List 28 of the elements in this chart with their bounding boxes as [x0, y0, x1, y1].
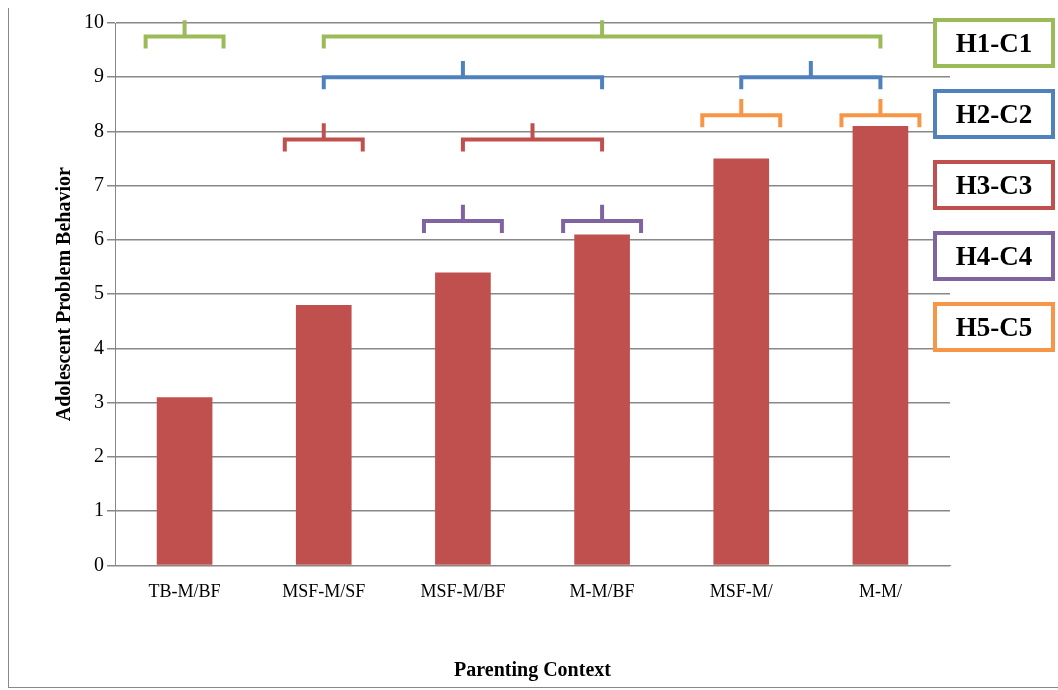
x-axis-title: Parenting Context: [454, 658, 612, 682]
y-tick-label: 7: [94, 172, 104, 195]
y-tick-label: 3: [94, 389, 104, 412]
bar: [713, 158, 770, 565]
x-tick-label: TB-M/BF: [148, 580, 221, 601]
y-tick-label: 0: [94, 552, 104, 575]
text: H2-C2: [933, 89, 1055, 139]
text: H5-C5: [933, 302, 1055, 352]
text: H1-C1: [933, 18, 1055, 68]
bar: [295, 305, 352, 565]
text: H3-C3: [933, 160, 1055, 210]
x-tick-label: M-M/: [858, 580, 902, 601]
y-tick-label: 4: [94, 335, 104, 358]
x-tick-label: M-M/BF: [569, 580, 635, 601]
y-tick-label: 6: [94, 227, 104, 250]
text: H4-C4: [933, 231, 1055, 281]
bar: [156, 397, 213, 565]
bar: [435, 272, 491, 565]
y-tick-label: 2: [94, 444, 104, 467]
y-tick-label: 10: [84, 10, 104, 33]
x-tick-label: MSF-M/SF: [282, 580, 366, 601]
x-tick-label: MSF-M/BF: [420, 580, 506, 601]
y-tick-label: 1: [94, 498, 104, 521]
y-tick-label: 9: [94, 64, 104, 87]
x-tick-label: MSF-M/: [709, 580, 773, 601]
y-tick-label: 5: [94, 281, 104, 304]
y-tick-label: 8: [94, 118, 104, 141]
y-axis-title: Adolescent Problem Behavior: [52, 167, 75, 422]
